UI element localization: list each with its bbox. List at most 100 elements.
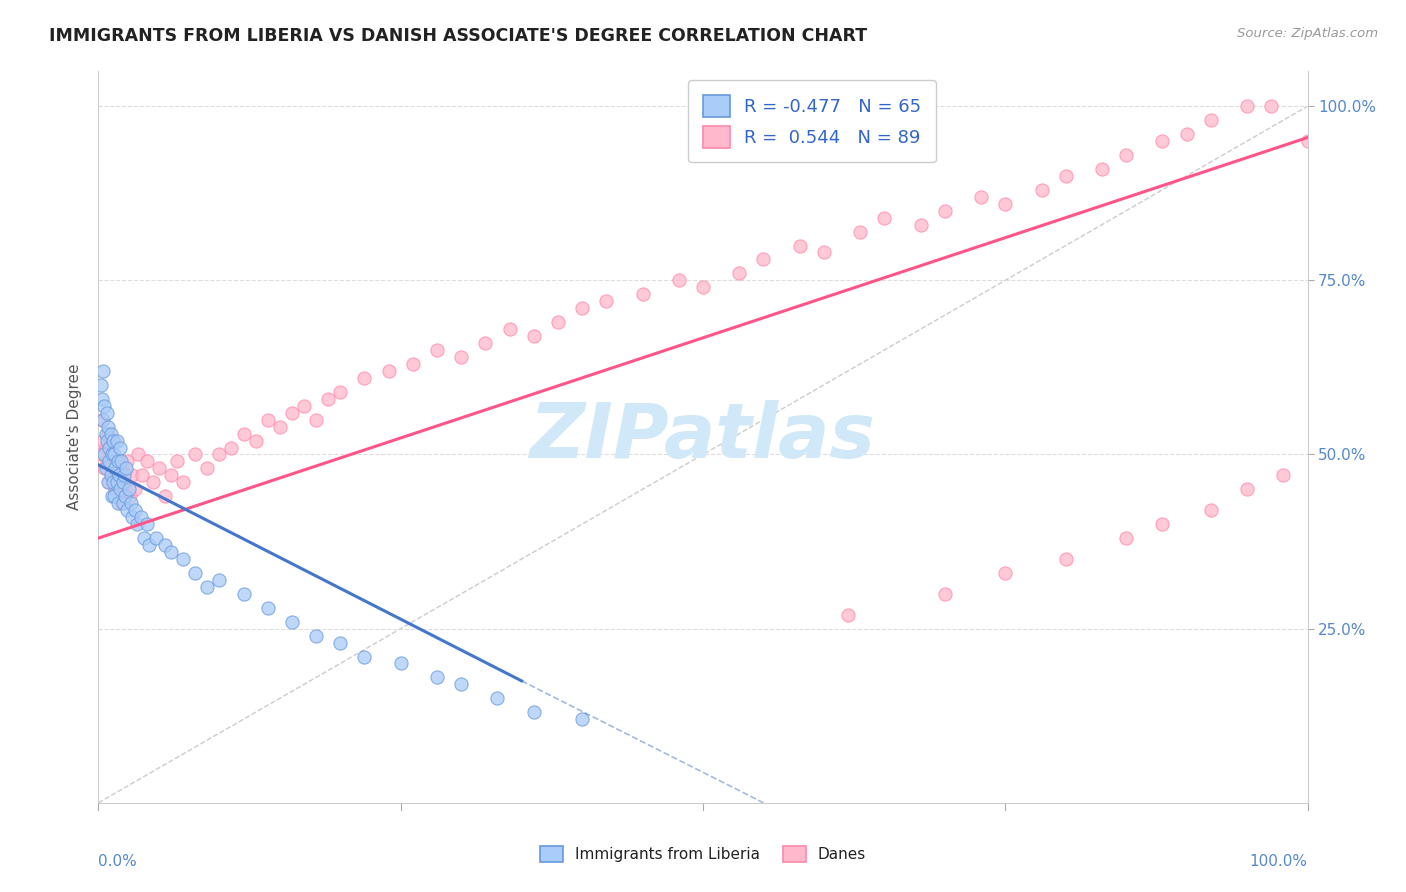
- Point: [1272, 468, 1295, 483]
- Y-axis label: Associate's Degree: Associate's Degree: [67, 364, 83, 510]
- Point: [103, 434, 125, 448]
- Point: [110, 496, 132, 510]
- Point: [94, 426, 117, 441]
- Point: [837, 607, 859, 622]
- Point: [849, 225, 872, 239]
- Point: [1236, 99, 1258, 113]
- Point: [994, 566, 1017, 580]
- Point: [107, 454, 129, 468]
- Point: [1199, 113, 1222, 128]
- Point: [100, 468, 122, 483]
- Point: [97, 426, 120, 441]
- Point: [910, 218, 932, 232]
- Text: 0.0%: 0.0%: [98, 854, 138, 869]
- Point: [1296, 134, 1319, 148]
- Point: [101, 475, 124, 490]
- Point: [160, 468, 183, 483]
- Point: [873, 211, 896, 225]
- Point: [389, 657, 412, 671]
- Point: [134, 531, 156, 545]
- Point: [100, 448, 122, 462]
- Point: [108, 468, 131, 483]
- Point: [138, 538, 160, 552]
- Point: [108, 483, 131, 497]
- Point: [114, 475, 136, 490]
- Point: [752, 252, 775, 267]
- Point: [728, 266, 751, 280]
- Point: [117, 503, 139, 517]
- Point: [970, 190, 993, 204]
- Point: [1175, 127, 1198, 141]
- Point: [292, 399, 315, 413]
- Point: [97, 419, 120, 434]
- Point: [91, 364, 114, 378]
- Point: [110, 454, 132, 468]
- Point: [523, 705, 546, 719]
- Point: [108, 489, 131, 503]
- Point: [692, 280, 714, 294]
- Point: [90, 448, 112, 462]
- Text: IMMIGRANTS FROM LIBERIA VS DANISH ASSOCIATE'S DEGREE CORRELATION CHART: IMMIGRANTS FROM LIBERIA VS DANISH ASSOCI…: [49, 27, 868, 45]
- Point: [256, 600, 278, 615]
- Point: [281, 406, 304, 420]
- Point: [208, 448, 231, 462]
- Point: [426, 670, 449, 684]
- Point: [305, 629, 328, 643]
- Point: [91, 412, 114, 426]
- Point: [105, 475, 128, 490]
- Point: [813, 245, 835, 260]
- Point: [127, 517, 149, 532]
- Point: [135, 517, 157, 532]
- Point: [98, 475, 121, 490]
- Point: [166, 454, 188, 468]
- Point: [112, 468, 135, 483]
- Point: [142, 475, 165, 490]
- Point: [117, 454, 139, 468]
- Point: [353, 371, 375, 385]
- Point: [153, 489, 176, 503]
- Point: [595, 294, 617, 309]
- Point: [135, 454, 157, 468]
- Point: [571, 301, 593, 316]
- Point: [100, 468, 122, 483]
- Point: [118, 483, 141, 497]
- Point: [153, 538, 176, 552]
- Point: [121, 510, 143, 524]
- Point: [269, 419, 291, 434]
- Point: [97, 475, 120, 490]
- Point: [450, 677, 472, 691]
- Point: [93, 461, 115, 475]
- Point: [450, 350, 472, 364]
- Point: [934, 587, 956, 601]
- Point: [1152, 517, 1174, 532]
- Point: [631, 287, 654, 301]
- Point: [111, 496, 134, 510]
- Point: [107, 475, 129, 490]
- Point: [934, 203, 956, 218]
- Point: [107, 496, 129, 510]
- Point: [402, 357, 425, 371]
- Point: [90, 377, 112, 392]
- Point: [426, 343, 449, 357]
- Point: [101, 461, 124, 475]
- Point: [129, 510, 152, 524]
- Point: [124, 503, 146, 517]
- Point: [108, 468, 131, 483]
- Point: [523, 329, 546, 343]
- Point: [232, 426, 254, 441]
- Point: [1260, 99, 1282, 113]
- Point: [114, 489, 136, 503]
- Point: [329, 384, 352, 399]
- Point: [105, 434, 128, 448]
- Point: [96, 434, 118, 448]
- Point: [148, 461, 170, 475]
- Point: [486, 691, 509, 706]
- Point: [329, 635, 352, 649]
- Point: [245, 434, 267, 448]
- Point: [184, 448, 207, 462]
- Point: [195, 580, 218, 594]
- Point: [91, 412, 114, 426]
- Point: [474, 336, 496, 351]
- Point: [208, 573, 231, 587]
- Point: [994, 196, 1017, 211]
